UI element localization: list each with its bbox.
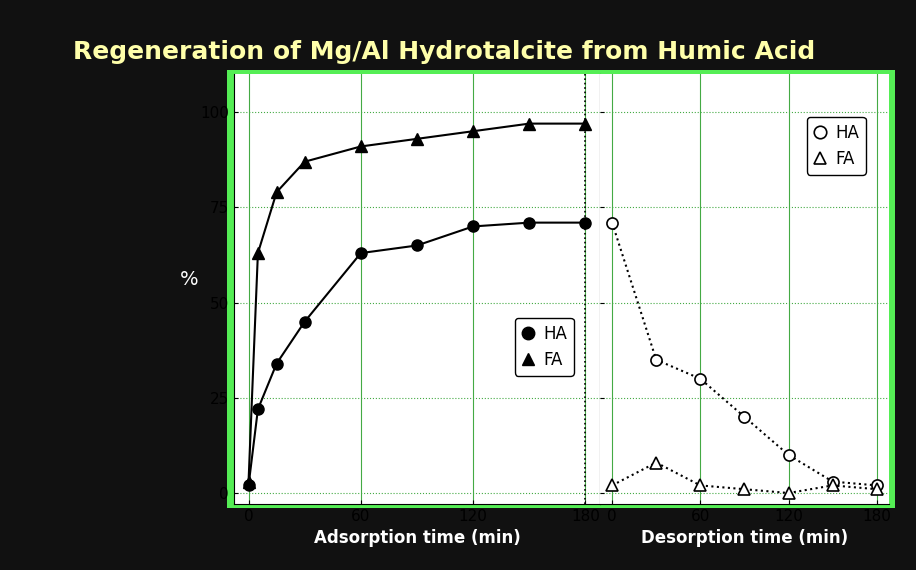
Legend: HA, FA: HA, FA	[807, 117, 866, 174]
Legend: HA, FA: HA, FA	[515, 318, 573, 376]
Text: Regeneration of Mg/Al Hydrotalcite from Humic Acid: Regeneration of Mg/Al Hydrotalcite from …	[73, 40, 815, 64]
Y-axis label: %: %	[180, 270, 198, 290]
Text: Adsorption time (min): Adsorption time (min)	[313, 529, 520, 547]
Text: Desorption time (min): Desorption time (min)	[641, 529, 848, 547]
